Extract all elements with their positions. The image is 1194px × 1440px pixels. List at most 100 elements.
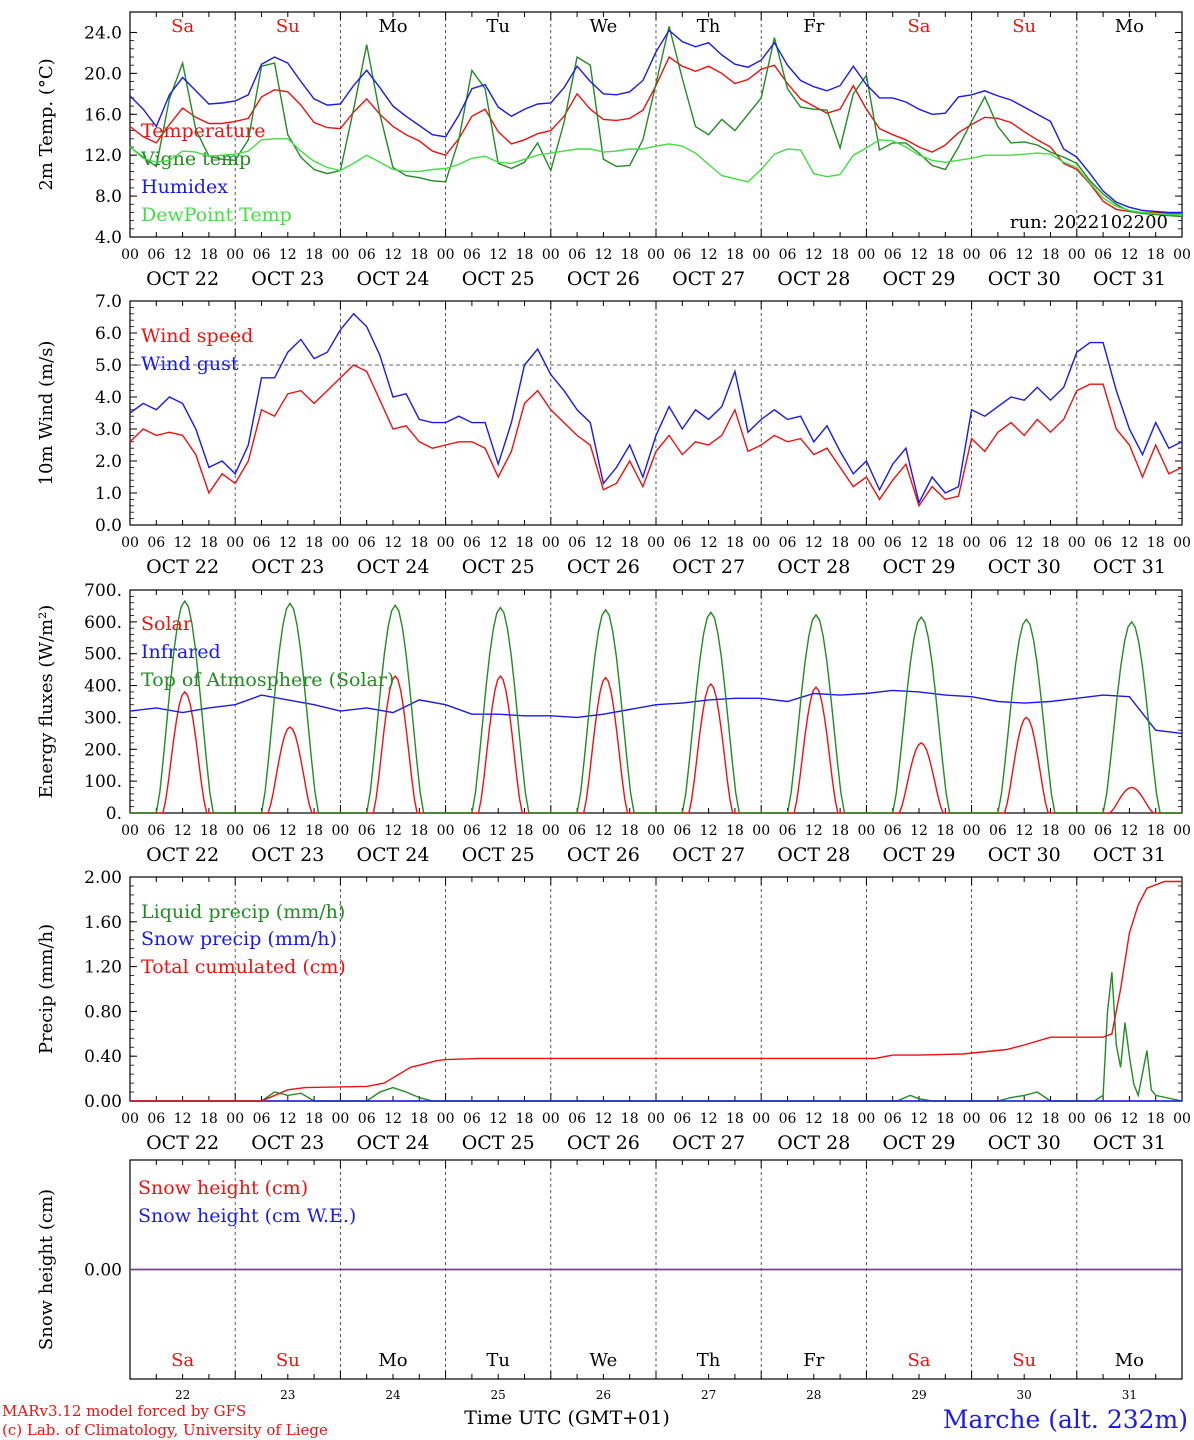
date-label: OCT 26 [567,556,640,578]
hour-tick-label: 18 [516,535,534,551]
hour-tick-label: 00 [331,535,349,551]
hour-tick-label: 06 [358,823,376,839]
y-tick-label: 100. [84,772,122,792]
hour-tick-label: 00 [226,823,244,839]
hour-tick-label: 06 [147,1111,165,1127]
y-tick-label: 0.0 [95,516,122,536]
hour-tick-label: 06 [989,823,1007,839]
hour-tick-label: 18 [410,823,428,839]
hour-tick-label: 12 [384,247,402,263]
hour-tick-label: 06 [779,535,797,551]
day-name-label: Mo [1115,1350,1144,1371]
y-tick-label: 0.00 [84,1261,122,1281]
hour-tick-label: 06 [358,247,376,263]
hour-tick-label: 12 [700,823,718,839]
hour-tick-label: 06 [1094,247,1112,263]
hour-tick-label: 18 [200,823,218,839]
day-name-label: Tu [486,1350,510,1371]
date-label: OCT 31 [1093,844,1166,866]
hour-tick-label: 00 [857,1111,875,1127]
hour-tick-label: 12 [594,247,612,263]
hour-tick-label: 18 [936,247,954,263]
date-label: OCT 30 [988,1132,1061,1154]
hour-tick-label: 06 [253,247,271,263]
hour-tick-label: 18 [200,247,218,263]
y-tick-label: 700. [84,581,122,601]
hour-tick-label: 00 [752,823,770,839]
date-label: OCT 29 [882,268,955,290]
y-tick-label: 0.40 [84,1047,122,1067]
hour-tick-label: 18 [1042,823,1060,839]
hour-tick-label: 06 [779,823,797,839]
panel-3: 0. 100. 200. 300. 400. 500. 600. 700. Energy flu… [36,581,1191,866]
date-label: OCT 30 [988,268,1061,290]
hour-tick-label: 18 [831,1111,849,1127]
hour-tick-label: 00 [1068,1111,1086,1127]
y-tick-label: 0.80 [84,1002,122,1022]
y-tick-label: 20.0 [84,64,122,84]
date-label: OCT 31 [1093,556,1166,578]
hour-tick-label: 18 [305,823,323,839]
hour-tick-label: 06 [358,1111,376,1127]
hour-tick-label: 12 [279,823,297,839]
y-tick-label: 0.00 [84,1092,122,1112]
day-name-label: Sa [171,1350,194,1371]
hour-tick-label: 18 [726,535,744,551]
hour-tick-label: 12 [805,247,823,263]
hour-tick-label: 00 [226,247,244,263]
y-tick-label: 400. [84,677,122,697]
legend-entry: Snow height (cm) [138,1177,308,1199]
day-number-label: 24 [385,1388,401,1402]
hour-tick-label: 00 [121,1111,139,1127]
hour-tick-label: 18 [831,535,849,551]
hour-tick-label: 00 [647,535,665,551]
legend-entry: Wind speed [141,325,253,347]
y-tick-label: 4.0 [95,388,122,408]
day-number-label: 28 [806,1388,821,1402]
day-name-label: Th [697,1350,721,1371]
y-tick-label: 0. [106,804,122,824]
date-label: OCT 22 [146,268,219,290]
hour-tick-label: 12 [489,247,507,263]
hour-tick-label: 00 [647,823,665,839]
y-axis-label: Energy fluxes (W/m²) [36,605,57,799]
day-name-label: Mo [378,16,407,37]
hour-tick-label: 00 [963,823,981,839]
hour-tick-label: 12 [489,823,507,839]
hour-tick-label: 12 [174,535,192,551]
hour-tick-label: 18 [831,247,849,263]
legend-entry: Vigne temp [140,148,251,170]
hour-tick-label: 06 [989,535,1007,551]
hour-tick-label: 18 [726,247,744,263]
day-name-label: Fr [803,16,824,37]
date-label: OCT 28 [777,556,850,578]
hour-tick-label: 18 [831,823,849,839]
hour-tick-label: 06 [463,535,481,551]
hour-tick-label: 00 [857,535,875,551]
day-number-label: 25 [491,1388,506,1402]
hour-tick-label: 00 [437,823,455,839]
legend-entry: Solar [141,613,193,635]
series-wind-speed [129,364,1183,508]
station-label: Marche (alt. 232m) [943,1405,1188,1434]
hour-tick-label: 06 [1094,823,1112,839]
date-label: OCT 23 [251,1132,324,1154]
hour-tick-label: 00 [1068,247,1086,263]
hour-tick-label: 12 [489,535,507,551]
hour-tick-label: 12 [174,823,192,839]
panel-4: 0.00 0.40 0.80 1.20 1.60 2.00 Precip (mm/h) Liq… [36,868,1191,1154]
hour-tick-label: 12 [910,247,928,263]
legend-entry: Top of Atmosphere (Solar) [141,669,394,691]
legend-entry: Temperature [141,120,265,142]
hour-tick-label: 06 [568,247,586,263]
series-vigne-temp [129,26,1183,218]
hour-tick-label: 06 [463,1111,481,1127]
hour-tick-label: 06 [673,535,691,551]
hour-tick-label: 12 [805,1111,823,1127]
hour-tick-label: 12 [1120,1111,1138,1127]
hour-tick-label: 12 [805,823,823,839]
hour-tick-label: 12 [279,1111,297,1127]
date-label: OCT 27 [672,1132,745,1154]
hour-tick-label: 06 [884,535,902,551]
hour-tick-label: 18 [936,535,954,551]
